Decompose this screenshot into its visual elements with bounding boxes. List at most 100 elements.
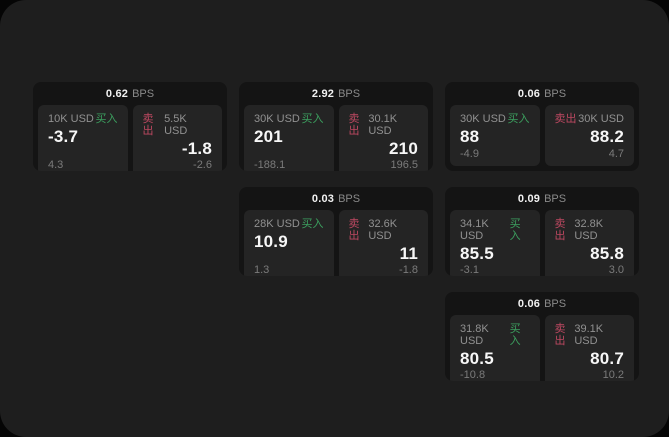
buy-delta: -188.1 [254, 159, 286, 171]
buy-panel[interactable]: 10K USD 买入 -3.7 4.3 [38, 105, 128, 171]
sell-price: 85.8 [590, 244, 624, 263]
sell-price: 88.2 [590, 127, 624, 146]
bps-value: 0.03 [311, 192, 335, 205]
buy-price: 10.9 [254, 232, 288, 251]
bps-unit-label: BPS [544, 87, 567, 100]
sell-panel-header: 卖出 32.8K USD [555, 218, 625, 242]
sell-price: 80.7 [590, 349, 624, 368]
sell-amount: 32.6K USD [368, 218, 398, 242]
bps-value: 0.06 [517, 87, 541, 100]
card-header: 0.06 BPS [445, 82, 639, 105]
quote-card: 0.03 BPS 28K USD 买入 10.9 1.3 卖出 32.6K US… [239, 187, 433, 276]
sell-price: -1.8 [181, 139, 212, 158]
sell-panel-header: 卖出 5.5K USD [143, 113, 213, 137]
buy-delta: 1.3 [254, 264, 270, 276]
buy-panel-header: 34.1K USD 买入 [460, 218, 530, 242]
buy-delta: -4.9 [460, 148, 479, 160]
sell-panel[interactable]: 卖出 30.1K USD 210 196.5 [338, 105, 428, 171]
sell-amount: 32.8K USD [574, 218, 604, 242]
sell-amount: 30K USD [578, 113, 624, 125]
sell-panel[interactable]: 卖出 32.6K USD 11 -1.8 [338, 210, 428, 276]
sell-side-label: 卖出 [554, 218, 566, 242]
sell-price: 11 [399, 244, 418, 263]
buy-amount: 10K USD [48, 113, 94, 125]
quote-panels: 30K USD 买入 201 -188.1 卖出 30.1K USD 210 1… [239, 105, 433, 171]
bps-unit-label: BPS [132, 87, 155, 100]
quote-cards-grid: 0.62 BPS 10K USD 买入 -3.7 4.3 卖出 5.5K USD… [33, 82, 639, 381]
buy-side-label: 买入 [509, 323, 521, 347]
sell-panel[interactable]: 卖出 30K USD 88.2 4.7 [544, 105, 634, 166]
buy-side-label: 买入 [507, 113, 530, 125]
sell-delta: -1.8 [399, 264, 418, 276]
quote-panels: 34.1K USD 买入 85.5 -3.1 卖出 32.8K USD 85.8… [445, 210, 639, 276]
buy-price: 80.5 [460, 349, 494, 368]
buy-panel[interactable]: 30K USD 买入 201 -188.1 [244, 105, 334, 171]
buy-panel[interactable]: 31.8K USD 买入 80.5 -10.8 [450, 315, 540, 381]
buy-delta: -3.1 [460, 264, 479, 276]
quote-panels: 30K USD 买入 88 -4.9 卖出 30K USD 88.2 4.7 [445, 105, 639, 171]
quote-panels: 28K USD 买入 10.9 1.3 卖出 32.6K USD 11 -1.8 [239, 210, 433, 276]
sell-panel[interactable]: 卖出 32.8K USD 85.8 3.0 [544, 210, 634, 276]
bps-unit-label: BPS [544, 297, 567, 310]
buy-side-label: 买入 [509, 218, 521, 242]
buy-panel[interactable]: 30K USD 买入 88 -4.9 [450, 105, 540, 166]
card-header: 0.09 BPS [445, 187, 639, 210]
quote-card: 0.06 BPS 30K USD 买入 88 -4.9 卖出 30K USD 8… [445, 82, 639, 171]
buy-side-label: 买入 [301, 218, 324, 230]
sell-panel-header: 卖出 39.1K USD [555, 323, 625, 347]
sell-panel-header: 卖出 32.6K USD [349, 218, 419, 242]
buy-price: -3.7 [48, 127, 79, 146]
sell-side-label: 卖出 [554, 113, 577, 125]
sell-delta: 196.5 [390, 159, 418, 171]
sell-side-label: 卖出 [348, 218, 360, 242]
sell-amount: 39.1K USD [574, 323, 604, 347]
card-header: 0.62 BPS [33, 82, 227, 105]
buy-side-label: 买入 [95, 113, 118, 125]
bps-unit-label: BPS [544, 192, 567, 205]
buy-amount: 28K USD [254, 218, 300, 230]
sell-panel[interactable]: 卖出 39.1K USD 80.7 10.2 [544, 315, 634, 381]
sell-side-label: 卖出 [142, 113, 154, 137]
quote-card: 0.06 BPS 31.8K USD 买入 80.5 -10.8 卖出 39.1… [445, 292, 639, 381]
bps-value: 0.06 [517, 297, 541, 310]
buy-panel[interactable]: 34.1K USD 买入 85.5 -3.1 [450, 210, 540, 276]
quote-card: 0.09 BPS 34.1K USD 买入 85.5 -3.1 卖出 32.8K… [445, 187, 639, 276]
buy-side-label: 买入 [301, 113, 324, 125]
sell-price: 210 [389, 139, 418, 158]
buy-amount: 30K USD [254, 113, 300, 125]
bps-value: 0.62 [105, 87, 129, 100]
buy-amount: 31.8K USD [460, 323, 489, 347]
sell-amount: 30.1K USD [368, 113, 398, 137]
sell-panel-header: 卖出 30K USD [555, 113, 625, 125]
buy-amount: 34.1K USD [460, 218, 489, 242]
quote-card: 0.62 BPS 10K USD 买入 -3.7 4.3 卖出 5.5K USD… [33, 82, 227, 171]
buy-panel[interactable]: 28K USD 买入 10.9 1.3 [244, 210, 334, 276]
bps-unit-label: BPS [338, 192, 361, 205]
buy-price: 201 [254, 127, 283, 146]
buy-panel-header: 10K USD 买入 [48, 113, 118, 125]
sell-panel-header: 卖出 30.1K USD [349, 113, 419, 137]
sell-side-label: 卖出 [554, 323, 566, 347]
sell-delta: -2.6 [193, 159, 212, 171]
quote-card: 2.92 BPS 30K USD 买入 201 -188.1 卖出 30.1K … [239, 82, 433, 171]
buy-amount: 30K USD [460, 113, 506, 125]
sell-delta: 4.7 [608, 148, 624, 160]
buy-price: 85.5 [460, 244, 494, 263]
sell-amount: 5.5K USD [164, 113, 188, 137]
sell-delta: 10.2 [602, 369, 624, 381]
buy-delta: 4.3 [48, 159, 64, 171]
card-header: 0.03 BPS [239, 187, 433, 210]
sell-delta: 3.0 [608, 264, 624, 276]
buy-price: 88 [460, 127, 480, 146]
bps-unit-label: BPS [338, 87, 361, 100]
card-header: 0.06 BPS [445, 292, 639, 315]
sell-side-label: 卖出 [348, 113, 360, 137]
sell-panel[interactable]: 卖出 5.5K USD -1.8 -2.6 [132, 105, 222, 171]
quote-panels: 10K USD 买入 -3.7 4.3 卖出 5.5K USD -1.8 -2.… [33, 105, 227, 171]
buy-panel-header: 31.8K USD 买入 [460, 323, 530, 347]
buy-panel-header: 30K USD 买入 [254, 113, 324, 125]
buy-panel-header: 30K USD 买入 [460, 113, 530, 125]
card-header: 2.92 BPS [239, 82, 433, 105]
